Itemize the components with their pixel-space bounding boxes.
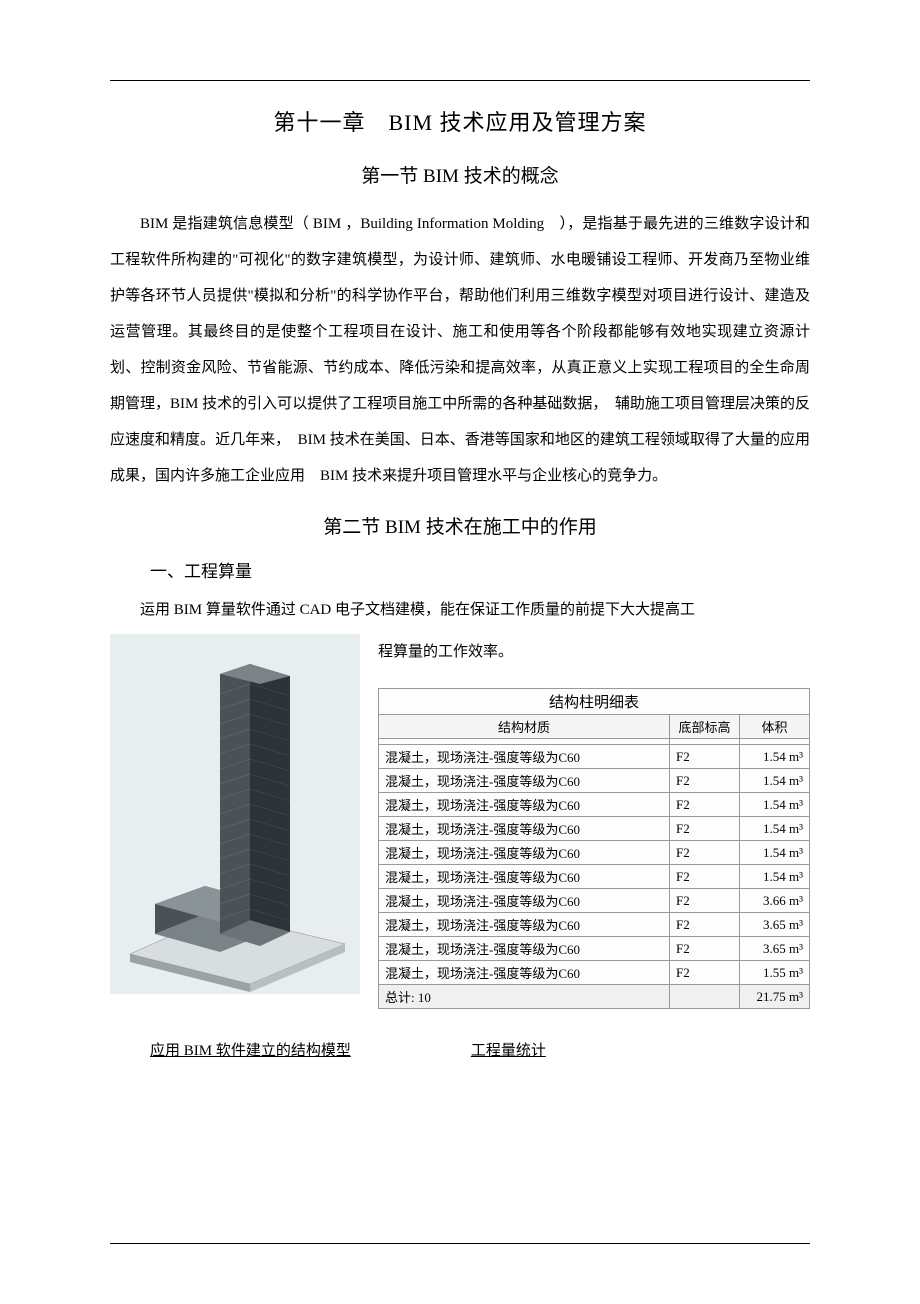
cell-volume: 3.66 m³ [740,889,810,913]
table-total-row: 总计: 10 21.75 m³ [379,985,810,1009]
paragraph-1: BIM 是指建筑信息模型（ BIM ，Building Information … [110,206,810,494]
cell-level: F2 [670,865,740,889]
cell-level: F2 [670,889,740,913]
cell-volume: 1.54 m³ [740,841,810,865]
th-level: 底部标高 [670,715,740,739]
cell-level: F2 [670,817,740,841]
table-row: 混凝土，现场浇注-强度等级为C60F23.65 m³ [379,913,810,937]
cell-level: F2 [670,841,740,865]
cell-level: F2 [670,793,740,817]
cell-level: F2 [670,913,740,937]
detail-table-wrap: 结构柱明细表 结构材质 底部标高 体积 混凝土，现场浇注-强度等级为C60F21… [378,688,810,1009]
bim-model-image [110,634,360,994]
cell-material: 混凝土，现场浇注-强度等级为C60 [379,769,670,793]
table-row: 混凝土，现场浇注-强度等级为C60F21.54 m³ [379,745,810,769]
table-row: 混凝土，现场浇注-强度等级为C60F21.55 m³ [379,961,810,985]
cell-volume: 1.55 m³ [740,961,810,985]
cell-volume: 1.54 m³ [740,793,810,817]
table-row: 混凝土，现场浇注-强度等级为C60F21.54 m³ [379,841,810,865]
table-row: 混凝土，现场浇注-强度等级为C60F21.54 m³ [379,865,810,889]
cell-level: F2 [670,745,740,769]
cell-volume: 1.54 m³ [740,865,810,889]
cell-volume: 3.65 m³ [740,913,810,937]
table-header-row: 结构材质 底部标高 体积 [379,715,810,739]
cell-volume: 1.54 m³ [740,769,810,793]
figure-captions: 应用 BIM 软件建立的结构模型 工程量统计 [110,1039,810,1060]
table-row: 混凝土，现场浇注-强度等级为C60F21.54 m³ [379,793,810,817]
total-value: 21.75 m³ [740,985,810,1009]
table-row: 混凝土，现场浇注-强度等级为C60F23.66 m³ [379,889,810,913]
caption-table: 工程量统计 [471,1039,546,1060]
paragraph-2b: 程算量的工作效率。 [378,634,810,670]
th-volume: 体积 [740,715,810,739]
cell-material: 混凝土，现场浇注-强度等级为C60 [379,745,670,769]
cell-material: 混凝土，现场浇注-强度等级为C60 [379,841,670,865]
cell-material: 混凝土，现场浇注-强度等级为C60 [379,817,670,841]
table-row: 混凝土，现场浇注-强度等级为C60F21.54 m³ [379,769,810,793]
cell-level: F2 [670,961,740,985]
table-row: 混凝土，现场浇注-强度等级为C60F21.54 m³ [379,817,810,841]
th-material: 结构材质 [379,715,670,739]
figure-row: 程算量的工作效率。 结构柱明细表 结构材质 底部标高 体积 混凝土，现场浇注-强… [110,634,810,1009]
paragraph-2a: 运用 BIM 算量软件通过 CAD 电子文档建模，能在保证工作质量的前提下大大提… [110,592,810,628]
cell-volume: 3.65 m³ [740,937,810,961]
cell-volume: 1.54 m³ [740,745,810,769]
cell-level: F2 [670,937,740,961]
subsection-1-title: 一、工程算量 [150,557,810,582]
table-row: 混凝土，现场浇注-强度等级为C60F23.65 m³ [379,937,810,961]
bottom-rule [110,1243,810,1244]
cell-level: F2 [670,769,740,793]
cell-material: 混凝土，现场浇注-强度等级为C60 [379,889,670,913]
cell-volume: 1.54 m³ [740,817,810,841]
caption-model: 应用 BIM 软件建立的结构模型 [150,1039,351,1060]
column-detail-table: 结构材质 底部标高 体积 混凝土，现场浇注-强度等级为C60F21.54 m³混… [378,714,810,1009]
cell-material: 混凝土，现场浇注-强度等级为C60 [379,865,670,889]
table-title: 结构柱明细表 [378,688,810,714]
chapter-title: 第十一章 BIM 技术应用及管理方案 [110,105,810,137]
total-label: 总计: 10 [379,985,670,1009]
cell-material: 混凝土，现场浇注-强度等级为C60 [379,793,670,817]
cell-material: 混凝土，现场浇注-强度等级为C60 [379,913,670,937]
section-2-title: 第二节 BIM 技术在施工中的作用 [110,512,810,539]
cell-material: 混凝土，现场浇注-强度等级为C60 [379,937,670,961]
section-1-title: 第一节 BIM 技术的概念 [110,161,810,188]
top-rule [110,80,810,81]
building-model-svg [110,634,360,994]
total-mid [670,985,740,1009]
cell-material: 混凝土，现场浇注-强度等级为C60 [379,961,670,985]
